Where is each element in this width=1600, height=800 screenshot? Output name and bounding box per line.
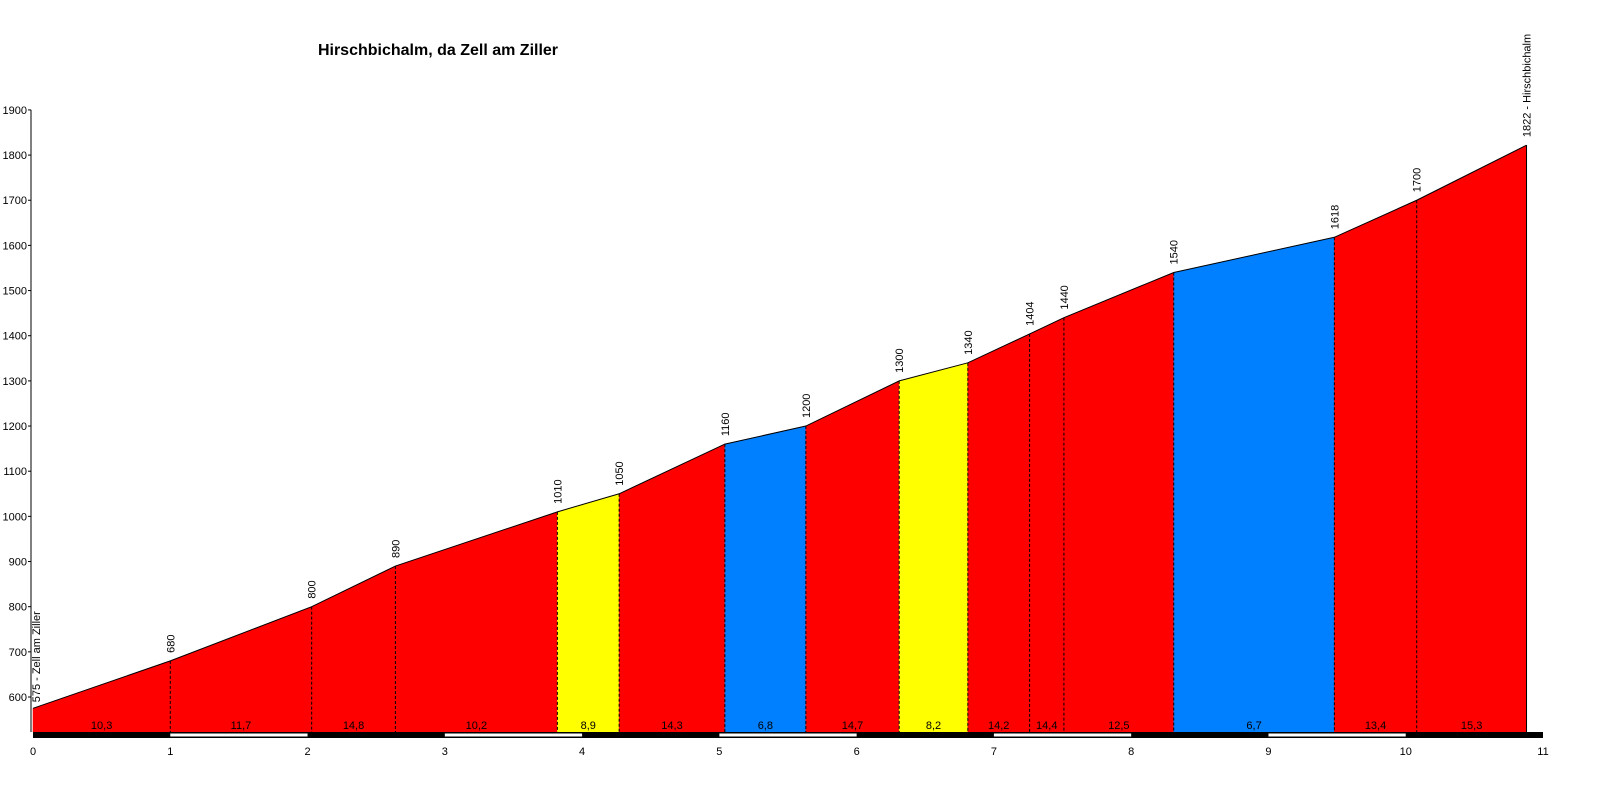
segment-fill — [618, 443, 726, 733]
segment-grade-label: 13,4 — [1365, 720, 1386, 732]
y-tick-label: 1200 — [3, 421, 27, 433]
segment-fill — [805, 380, 900, 733]
segment-grade-label: 14,8 — [343, 720, 364, 732]
y-tick-label: 1400 — [3, 331, 27, 343]
start-elevation-label: 575 - Zell am Ziller — [31, 611, 43, 702]
point-elevation-label: 1010 — [552, 479, 564, 503]
distance-bar-km — [444, 733, 583, 737]
x-tick-label: 6 — [854, 746, 860, 758]
x-tick-label: 8 — [1128, 746, 1134, 758]
x-tick-label: 10 — [1400, 746, 1412, 758]
segment-grade-label: 11,7 — [231, 720, 252, 732]
profile-outline — [32, 144, 1527, 709]
x-tick-label: 4 — [579, 746, 585, 758]
point-elevation-label: 1700 — [1412, 168, 1424, 192]
y-tick-label: 1800 — [3, 150, 27, 162]
segment-fill — [1416, 144, 1527, 733]
segment-fill — [395, 511, 558, 733]
point-elevation-label: 1200 — [801, 394, 813, 418]
segment-grade-label: 10,3 — [91, 720, 112, 732]
segment-grade-label: 14,7 — [842, 720, 863, 732]
x-tick-label: 0 — [30, 746, 36, 758]
segment-fill — [170, 606, 312, 733]
segment-grade-label: 15,3 — [1461, 720, 1482, 732]
distance-bar-km — [1268, 733, 1406, 737]
y-tick-label: 800 — [9, 602, 27, 614]
segment-grade-label: 8,2 — [926, 720, 941, 732]
segment-grade-label: 8,9 — [581, 720, 596, 732]
point-elevation-label: 1300 — [894, 348, 906, 372]
chart-title: Hirschbichalm, da Zell am Ziller — [318, 42, 558, 59]
x-tick-label: 1 — [167, 746, 173, 758]
x-tick-label: 9 — [1265, 746, 1271, 758]
point-elevation-label: 1340 — [963, 330, 975, 354]
segment-grade-label: 14,3 — [661, 720, 682, 732]
y-tick-label: 900 — [9, 557, 27, 569]
point-elevation-label: 800 — [307, 580, 319, 598]
segment-grade-label: 10,2 — [466, 720, 487, 732]
point-elevation-label: 1618 — [1329, 205, 1341, 229]
segment-grade-label: 6,8 — [758, 720, 773, 732]
point-elevation-label: 1540 — [1169, 240, 1181, 264]
point-elevation-label: 1050 — [614, 461, 626, 485]
point-elevation-label: 1160 — [720, 412, 732, 436]
y-tick-label: 1700 — [3, 195, 27, 207]
distance-bar-km — [993, 733, 1132, 737]
segment-fill — [1334, 199, 1417, 733]
y-tick-label: 1100 — [3, 466, 27, 478]
distance-bar-km — [719, 733, 857, 737]
y-tick-label: 1500 — [3, 286, 27, 298]
segment-fill — [311, 565, 396, 733]
distance-bar-km — [170, 733, 308, 737]
segment-grade-label: 6,7 — [1246, 720, 1261, 732]
segment-fill — [557, 493, 620, 733]
x-tick-label: 3 — [442, 746, 448, 758]
y-tick-label: 600 — [9, 692, 27, 704]
segment-grade-label: 14,2 — [988, 720, 1009, 732]
segment-fill — [967, 333, 1030, 733]
y-tick-label: 1000 — [3, 511, 27, 523]
x-tick-label: 5 — [716, 746, 722, 758]
segment-fill — [1063, 272, 1174, 733]
segment-fill — [1173, 236, 1335, 733]
segment-fill — [724, 425, 807, 733]
segment-fill — [898, 362, 969, 733]
point-elevation-label: 1440 — [1059, 285, 1071, 309]
segment-grade-label: 12,5 — [1108, 720, 1129, 732]
x-tick-label: 2 — [304, 746, 310, 758]
point-elevation-label: 890 — [390, 540, 402, 558]
y-tick-label: 1600 — [3, 240, 27, 252]
point-elevation-label: 1404 — [1025, 301, 1037, 325]
summit-elevation-label: 1822 - Hirschbichalm — [1522, 34, 1534, 137]
x-tick-label: 7 — [991, 746, 997, 758]
segment-grade-label: 14,4 — [1036, 720, 1057, 732]
y-tick-label: 1900 — [3, 105, 27, 117]
y-tick-label: 700 — [9, 647, 27, 659]
point-elevation-label: 680 — [165, 635, 177, 653]
x-tick-label: 11 — [1537, 746, 1548, 758]
y-tick-label: 1300 — [3, 376, 27, 388]
segment-fill — [1029, 317, 1065, 733]
